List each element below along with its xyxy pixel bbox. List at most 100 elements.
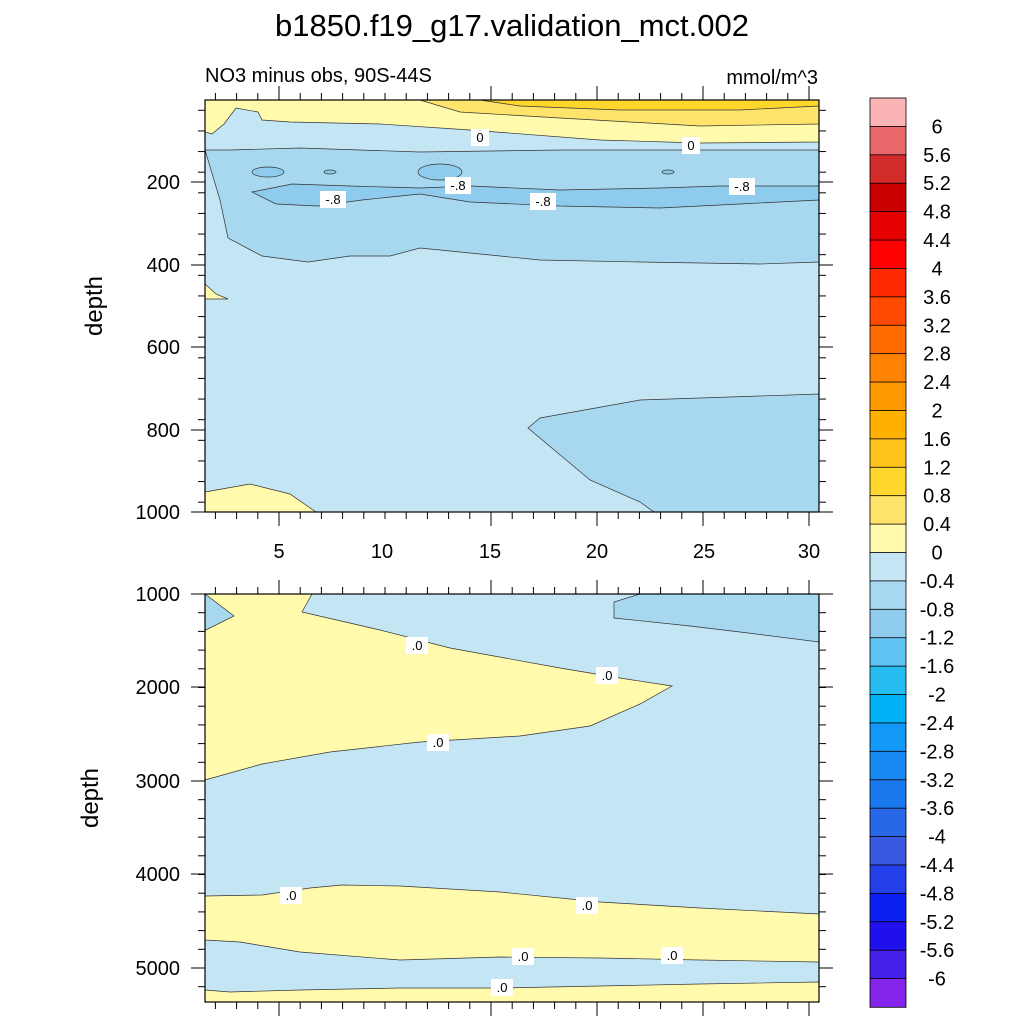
colorbar-box	[869, 353, 907, 383]
colorbar-label: -5.2	[920, 912, 954, 934]
colorbar-box	[869, 608, 907, 639]
colorbar-label: 1.6	[923, 429, 951, 451]
colorbar-label: -2.4	[920, 713, 954, 735]
upper-contour-label: 0	[682, 137, 700, 154]
lower-region-positive-upper	[204, 593, 674, 781]
svg-text:0: 0	[687, 138, 694, 153]
colorbar-label: -2	[928, 685, 946, 707]
colorbar-box	[869, 836, 907, 866]
svg-text:-.8: -.8	[535, 194, 550, 209]
upper-contour-label: -.8	[445, 177, 471, 194]
upper-island-3	[323, 169, 337, 175]
colorbar-box	[869, 211, 907, 241]
lower-ytick-label: 5000	[136, 958, 181, 980]
upper-ytick-label: 800	[147, 420, 180, 442]
colorbar-box	[869, 268, 907, 298]
colorbar-label: -0.4	[920, 571, 954, 593]
lower-ytick-label: 1000	[136, 584, 181, 606]
colorbar-label: -3.6	[920, 798, 954, 820]
colorbar-box	[869, 239, 907, 270]
colorbar-label: 0.4	[923, 514, 951, 536]
colorbar-label: -4.4	[920, 855, 954, 877]
colorbar-label: -3.2	[920, 770, 954, 792]
upper-ytick-label: 200	[147, 172, 180, 194]
colorbar-label: 3.2	[923, 315, 951, 337]
upper-contour-label: -.8	[729, 178, 755, 195]
colorbar-label: 3.6	[923, 287, 951, 309]
colorbar-box	[869, 978, 907, 1008]
colorbar-label: 4.4	[923, 230, 951, 252]
lower-contour-label: .0	[427, 734, 449, 751]
upper-ylabel: depth	[81, 276, 108, 336]
colorbar-box	[869, 694, 907, 724]
colorbar-label: -6	[928, 969, 946, 991]
upper-ytick-label: 400	[147, 255, 180, 277]
upper-contour-label: -.8	[530, 193, 556, 210]
svg-text:-.8: -.8	[734, 179, 749, 194]
colorbar-box	[869, 523, 907, 554]
colorbar-box	[869, 296, 907, 326]
upper-contour-label: -.8	[320, 191, 346, 208]
colorbar-box	[869, 182, 907, 213]
colorbar-box	[869, 552, 907, 582]
colorbar-label: 4	[931, 258, 942, 280]
colorbar-box	[869, 495, 907, 525]
colorbar-label: 5.6	[923, 145, 951, 167]
svg-text:-.8: -.8	[325, 192, 340, 207]
chart-title: b1850.f19_g17.validation_mct.002	[275, 8, 749, 43]
lower-ylabel: depth	[77, 768, 104, 828]
colorbar-label: -4.8	[920, 883, 954, 905]
colorbar-box	[869, 637, 907, 667]
colorbar-box	[869, 324, 907, 355]
colorbar-box	[869, 381, 907, 412]
lower-ytick-label: 3000	[136, 771, 181, 793]
xtick-label: 30	[798, 541, 820, 563]
colorbar-label: 2.8	[923, 344, 951, 366]
colorbar-label: 6	[931, 116, 942, 138]
colorbar-label: -5.6	[920, 940, 954, 962]
colorbar-box	[869, 97, 907, 128]
colorbar-label: -0.8	[920, 599, 954, 621]
lower-contour-label: .0	[661, 947, 683, 964]
colorbar-box	[869, 580, 907, 611]
lower-contour-label: .0	[406, 637, 428, 654]
svg-text:.0: .0	[602, 668, 613, 683]
colorbar-box	[869, 807, 907, 838]
colorbar-box	[869, 126, 907, 156]
upper-ytick-label: 1000	[136, 502, 181, 524]
colorbar-box	[869, 921, 907, 951]
upper-contour-label: 0	[471, 129, 489, 146]
colorbar-label: 2.4	[923, 372, 951, 394]
xtick-label: 20	[586, 541, 608, 563]
colorbar-label: -1.6	[920, 656, 954, 678]
colorbar-label: 0.8	[923, 486, 951, 508]
svg-text:.0: .0	[286, 888, 297, 903]
lower-panel	[204, 593, 820, 1003]
colorbar-box	[869, 722, 907, 753]
colorbar-label: 5.2	[923, 173, 951, 195]
upper-panel	[204, 99, 820, 513]
xtick-label: 25	[693, 541, 715, 563]
colorbar-label: 1.2	[923, 457, 951, 479]
lower-contour-label: .0	[280, 887, 302, 904]
lower-contour-label: .0	[576, 897, 598, 914]
upper-island-4	[661, 169, 675, 175]
lower-ytick-label: 2000	[136, 677, 181, 699]
colorbar-label: -1.2	[920, 628, 954, 650]
colorbar-box	[869, 892, 907, 923]
colorbar-box	[869, 466, 907, 497]
colorbar-label: -4	[928, 827, 946, 849]
svg-text:.0: .0	[667, 948, 678, 963]
lower-ytick-label: 4000	[136, 864, 181, 886]
colorbar-label: 0	[931, 543, 942, 565]
upper-island-1	[251, 166, 285, 178]
svg-text:.0: .0	[518, 949, 529, 964]
units-label: mmol/m^3	[726, 67, 818, 89]
svg-text:.0: .0	[582, 898, 593, 913]
upper-ytick-label: 600	[147, 337, 180, 359]
colorbar-label: -2.8	[920, 741, 954, 763]
colorbar-box	[869, 410, 907, 440]
svg-text:.0: .0	[433, 735, 444, 750]
svg-text:0: 0	[476, 130, 483, 145]
